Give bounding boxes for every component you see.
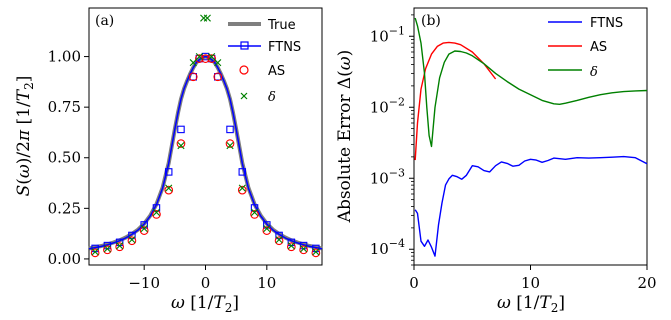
panel-b-series-group bbox=[414, 17, 648, 257]
legend-ftns-marker bbox=[240, 41, 249, 50]
panel-a-legend: True FTNS AS δ bbox=[228, 18, 301, 105]
panel-a-x-tick-label: 0 bbox=[201, 274, 211, 292]
panel-a-delta-marker bbox=[312, 248, 320, 256]
panel-a-delta-marker bbox=[287, 242, 295, 250]
panel-a-as-marker bbox=[176, 139, 186, 148]
panel-b-x-axis-label: ω [1/T2] bbox=[497, 293, 565, 315]
legend-delta-marker bbox=[240, 92, 248, 100]
panel-a-as-marker bbox=[90, 248, 100, 258]
panel-a-delta-marker bbox=[195, 52, 203, 61]
panel-a-ftns-line bbox=[88, 55, 323, 250]
legend-b-ftns-label: FTNS bbox=[590, 16, 623, 31]
panel-a-as-marker bbox=[139, 226, 149, 235]
panel-a-ftns-marker bbox=[226, 125, 234, 134]
panel-a-delta-marker bbox=[300, 245, 308, 253]
panel-a-label: (a) bbox=[95, 13, 114, 29]
panel-b-x-tick-label: 10 bbox=[521, 274, 540, 292]
panel-b-ticks-group: 0 10 20 10−4 10−3 10−2 10−1 bbox=[370, 14, 657, 292]
panel-a-delta-marker bbox=[250, 208, 259, 216]
panel-a-y-tick-label: 0.25 bbox=[48, 199, 81, 217]
panel-a-delta-marker bbox=[203, 14, 211, 22]
legend-ftns-label: FTNS bbox=[268, 40, 301, 55]
panel-a-delta-marker bbox=[103, 245, 111, 253]
panel-a-delta-marker bbox=[238, 184, 246, 192]
panel-a-delta-marker bbox=[140, 224, 148, 233]
panel-a-as-marker bbox=[115, 242, 125, 252]
panel-a-y-tick-label: 1.00 bbox=[48, 48, 81, 66]
panel-a-as-marker bbox=[237, 185, 247, 195]
panel-a-ftns-marker bbox=[207, 54, 216, 63]
legend-as-label: AS bbox=[268, 64, 285, 79]
panel-a-series-group bbox=[88, 14, 323, 258]
panel-b-y-tick-label: 10−2 bbox=[370, 95, 405, 116]
panel-b-as-line bbox=[414, 41, 497, 161]
panel-a-x-tick-label: 10 bbox=[257, 274, 276, 292]
panel-a-delta-marker bbox=[91, 248, 99, 256]
panel-b-y-axis-label: Absolute Error Δ(ω) bbox=[335, 50, 355, 224]
panel-a-as-marker bbox=[188, 72, 198, 82]
panel-a-delta-marker bbox=[275, 236, 283, 244]
panel-a-x-axis-label: ω [1/T2] bbox=[171, 293, 239, 315]
panel-a-delta-marker bbox=[128, 236, 136, 244]
panel-a-ftns-marker bbox=[189, 73, 197, 81]
panel-b-y-tick-label: 10−1 bbox=[370, 24, 405, 45]
panel-a-as-marker bbox=[213, 72, 223, 82]
panel-b-label: (b) bbox=[421, 13, 441, 29]
panel-a-as-marker bbox=[103, 245, 112, 255]
panel-a-delta-marker bbox=[226, 142, 234, 150]
panel-a-y-axis-label: S(ω)/2π [1/T2] bbox=[14, 76, 36, 197]
panel-a-delta-marker bbox=[165, 184, 173, 192]
panel-a-as-marker bbox=[127, 236, 137, 246]
panel-a-as-marker bbox=[207, 54, 216, 63]
panel-a-delta-marker bbox=[263, 224, 271, 233]
legend-true-label: True bbox=[267, 18, 296, 33]
panel-a-y-tick-label: 0.75 bbox=[48, 98, 81, 116]
panel-b-y-tick-label: 10−3 bbox=[370, 166, 405, 187]
panel-b-legend: FTNS AS δ bbox=[548, 16, 623, 80]
panel-b-ftns-line bbox=[414, 155, 648, 257]
panel-a-as-marker bbox=[225, 139, 235, 148]
panel-a-ftns-marker bbox=[238, 168, 247, 176]
panel-a-y-tick-label: 0.50 bbox=[48, 149, 81, 167]
panel-a-as-marker bbox=[250, 210, 259, 219]
panel-a-as-marker bbox=[299, 245, 308, 255]
panel-a-delta-marker bbox=[177, 142, 185, 150]
panel-a-ftns-marker bbox=[164, 168, 173, 176]
legend-b-delta-label: δ bbox=[590, 65, 598, 80]
panel-a-ticks-group: −10 0 10 0.00 0.25 0.50 0.75 1.00 bbox=[48, 48, 277, 292]
panel-b-x-tick-label: 0 bbox=[409, 274, 419, 292]
panel-a-as-marker bbox=[274, 236, 284, 246]
panel-a-as-marker bbox=[195, 54, 204, 63]
panel-a-delta-marker bbox=[214, 59, 222, 67]
legend-as-marker bbox=[239, 65, 249, 75]
panel-a-x-tick-label: −10 bbox=[128, 274, 160, 292]
legend-delta-label: δ bbox=[268, 90, 276, 105]
panel-a-as-marker bbox=[286, 242, 296, 252]
panel-a-as-marker bbox=[311, 248, 321, 258]
panel-a-delta-marker bbox=[200, 14, 208, 22]
panel-a-true-line bbox=[88, 54, 323, 251]
panel-a-ftns-marker bbox=[275, 231, 283, 240]
panel-a-delta-marker bbox=[152, 208, 161, 216]
panel-a-ftns-marker bbox=[214, 73, 222, 81]
panel-b: (b) 0 10 20 10−4 10−3 10−2 10−1 FTNS AS δ ω [1… bbox=[335, 7, 657, 315]
panel-b-frame bbox=[413, 7, 648, 266]
panel-a-as-marker bbox=[164, 185, 174, 195]
panel-a: (a) −10 0 10 0.00 0.25 0.50 0.75 1.00 True FTNS… bbox=[14, 7, 323, 315]
panel-a-delta-marker bbox=[116, 242, 124, 250]
panel-b-x-tick-label: 20 bbox=[637, 274, 656, 292]
panel-a-ftns-marker bbox=[177, 125, 185, 134]
panel-a-delta-marker bbox=[208, 52, 216, 61]
panel-a-as-marker bbox=[262, 226, 272, 235]
legend-b-as-label: AS bbox=[590, 40, 607, 55]
panel-b-delta-line bbox=[414, 17, 648, 148]
panel-a-y-tick-label: 0.00 bbox=[48, 250, 81, 268]
panel-a-ftns-marker bbox=[128, 231, 136, 240]
panel-a-as-marker bbox=[152, 210, 161, 219]
panel-a-delta-marker bbox=[189, 59, 197, 67]
panel-b-y-tick-label: 10−4 bbox=[370, 237, 405, 258]
